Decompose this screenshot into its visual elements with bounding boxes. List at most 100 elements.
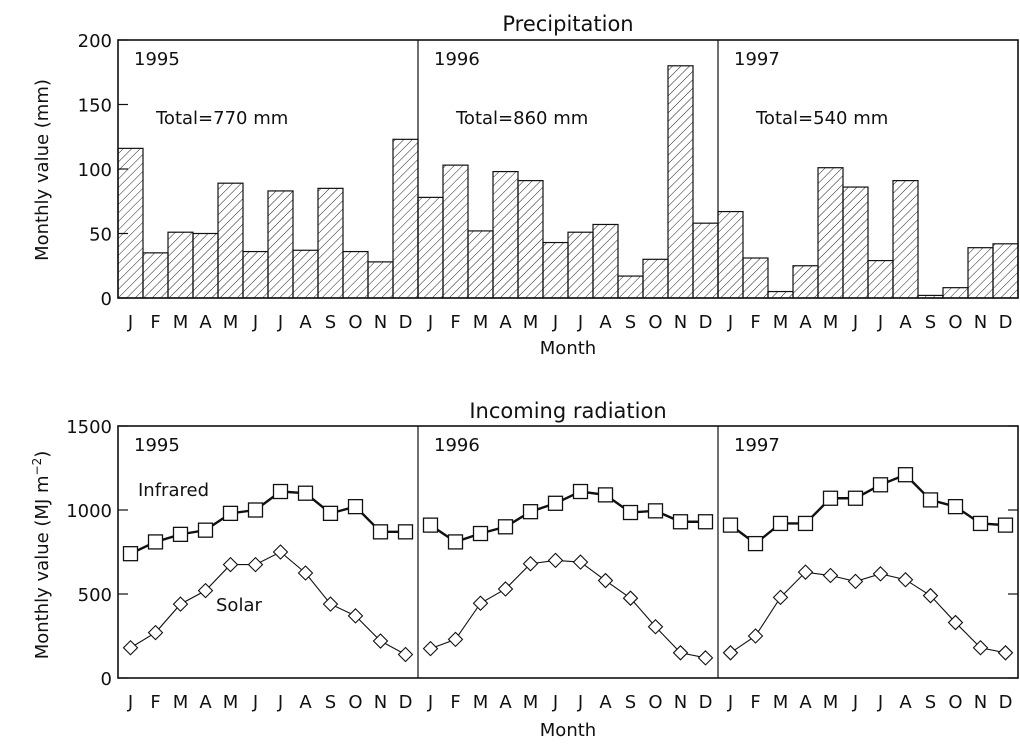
precip-bar <box>142 252 169 299</box>
rad-month-tick-label: D <box>999 692 1013 713</box>
precip-month-tick-label: J <box>552 312 558 333</box>
precip-y-tick-label: 150 <box>78 96 112 117</box>
rad-month-tick-label: D <box>399 692 413 713</box>
rad-month-tick-label: S <box>625 692 636 713</box>
rad-frame <box>117 425 1019 679</box>
precip-month-tick-label: A <box>799 312 812 333</box>
rad-month-tick-label: A <box>599 692 612 713</box>
precip-month-tick-label: N <box>374 312 387 333</box>
precip-bar <box>767 290 794 299</box>
solar-point <box>997 645 1014 661</box>
precip-bar <box>192 232 219 299</box>
infrared-point <box>597 487 614 503</box>
precip-month-tick-label: D <box>699 312 713 333</box>
radiation-chart: Incoming radiation Monthly value (MJ m−2… <box>30 399 1019 741</box>
rad-x-label: Month <box>540 720 596 740</box>
precip-month-tick-label: M <box>823 312 839 333</box>
precip-month-tick-label: S <box>625 312 636 333</box>
precip-month-tick-label: O <box>348 312 362 333</box>
precip-bar <box>792 265 819 299</box>
precip-bar <box>667 65 694 299</box>
precip-y-label: Monthly value (mm) <box>32 79 53 261</box>
precip-month-tick-label: J <box>877 312 883 333</box>
infrared-point <box>447 534 464 550</box>
precip-month-tick-label: M <box>223 312 239 333</box>
infrared-point <box>797 515 814 532</box>
precip-month-tick-label: F <box>750 312 760 333</box>
rad-month-tick-label: F <box>450 692 460 713</box>
precip-month-tick-label: A <box>899 312 912 333</box>
solar-point <box>947 614 964 631</box>
rad-month-tick-label: A <box>199 692 212 713</box>
rad-month-tick-label: J <box>252 692 258 713</box>
precip-bar <box>992 243 1019 299</box>
solar-point <box>972 639 989 656</box>
solar-series-line <box>130 551 406 655</box>
infrared-point <box>397 524 414 540</box>
precip-bar <box>367 261 394 299</box>
solar-series-line <box>430 559 706 659</box>
solar-point <box>472 595 489 612</box>
solar-point <box>122 639 139 656</box>
infrared-series-label: Infrared <box>138 480 209 501</box>
rad-y-tick-label: 0 <box>101 669 112 690</box>
infrared-point <box>347 498 364 515</box>
precip-month-tick-label: N <box>974 312 987 333</box>
solar-point <box>572 554 589 570</box>
rad-month-tick-label: O <box>948 692 962 713</box>
infrared-point <box>947 498 964 515</box>
precip-bar <box>717 210 744 299</box>
precip-bar <box>692 222 719 299</box>
rad-title: Incoming radiation <box>469 399 666 423</box>
infrared-point <box>472 525 489 542</box>
rad-y-tick-label: 1500 <box>66 417 112 438</box>
infrared-point <box>172 526 189 543</box>
precip-month-tick-label: A <box>199 312 212 333</box>
rad-month-tick-label: M <box>523 692 539 713</box>
solar-point <box>647 618 664 635</box>
infrared-point <box>847 490 864 506</box>
precip-bar <box>817 167 844 299</box>
rad-month-tick-label: J <box>877 692 883 713</box>
solar-point <box>822 567 839 584</box>
infrared-point <box>672 514 689 530</box>
precip-bar <box>617 275 644 299</box>
precip-y-tick-label: 50 <box>89 225 112 246</box>
infrared-point <box>747 535 764 552</box>
rad-year-label: 1997 <box>734 435 780 456</box>
infrared-point <box>872 477 889 493</box>
solar-point <box>722 645 739 661</box>
precipitation-chart: Precipitation Monthly value (mm) Month 1… <box>32 12 1019 359</box>
infrared-point <box>997 517 1014 533</box>
precip-bar <box>842 186 869 299</box>
infrared-point <box>422 517 439 533</box>
rad-month-tick-label: M <box>173 692 189 713</box>
rad-month-tick-label: J <box>852 692 858 713</box>
solar-point <box>447 631 464 648</box>
solar-point <box>247 556 264 573</box>
precip-bar <box>467 230 494 299</box>
rad-month-tick-label: M <box>223 692 239 713</box>
precip-month-tick-label: N <box>674 312 687 333</box>
precip-bar <box>967 247 994 299</box>
rad-month-tick-label: O <box>648 692 662 713</box>
precip-month-tick-label: M <box>473 312 489 333</box>
precip-y-tick-label: 200 <box>78 31 112 52</box>
precip-month-tick-label: J <box>727 312 733 333</box>
solar-point <box>622 590 639 606</box>
solar-point <box>497 581 514 597</box>
solar-point <box>347 608 364 624</box>
infrared-series-line <box>429 490 706 544</box>
precip-year-label: 1996 <box>434 49 480 70</box>
solar-point <box>522 555 539 572</box>
infrared-point <box>297 485 314 501</box>
precip-bar <box>242 250 269 299</box>
solar-point <box>897 571 914 588</box>
infrared-point <box>247 502 264 518</box>
infrared-point <box>322 505 339 522</box>
solar-point <box>297 565 314 581</box>
rad-month-tick-label: M <box>773 692 789 713</box>
rad-month-tick-label: J <box>552 692 558 713</box>
